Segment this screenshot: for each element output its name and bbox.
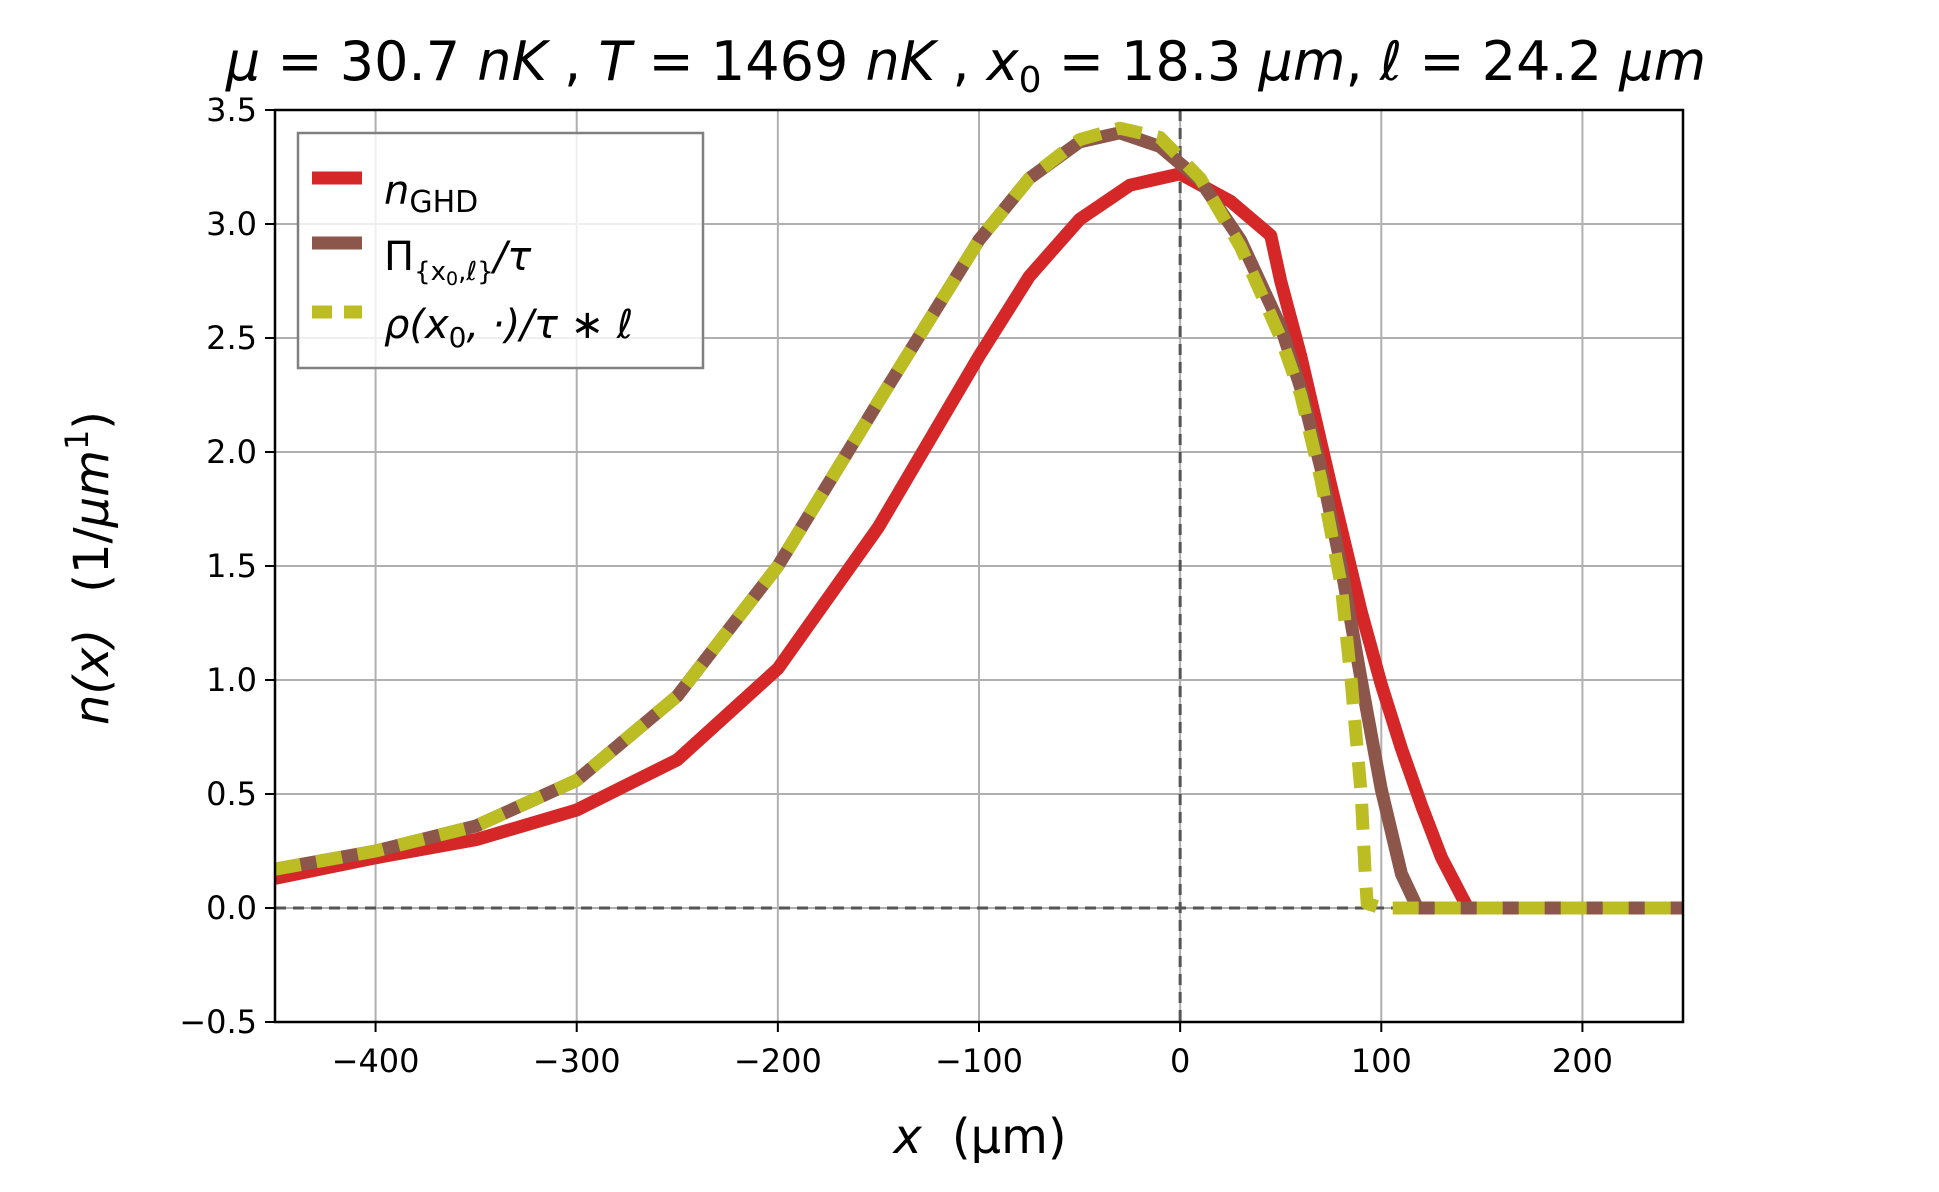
y-tick-label: 2.0	[206, 433, 257, 471]
series-line-n-ghd	[273, 167, 1683, 915]
x-tick-label: 200	[1552, 1042, 1613, 1080]
legend-box	[296, 131, 705, 370]
y-tick-label: 3.5	[206, 91, 257, 129]
y-tick-label: 1.0	[206, 661, 257, 699]
chart-title: μ = 30.7 nK , T = 1469 nK , x0 = 18.3 μm…	[225, 30, 1706, 101]
legend-label-pi: Π{x0,ℓ}/τ	[384, 234, 532, 290]
legend-label-n-ghd: nGHD	[384, 168, 478, 220]
legend-label-rho: ρ(x0, ·)/τ ∗ ℓ	[384, 302, 633, 354]
x-axis-label: x (μm)	[891, 1109, 1066, 1165]
y-tick-label: 1.5	[206, 547, 257, 585]
x-tick-label: −300	[533, 1042, 621, 1080]
x-tick-label: −400	[332, 1042, 420, 1080]
y-tick-label: 2.5	[206, 319, 257, 357]
y-axis-label: n(x)(1/μm1)	[58, 411, 120, 725]
y-tick-label: 0.0	[206, 889, 257, 927]
legend: nGHD Π{x0,ℓ}/τ ρ(x0, ·)/τ ∗ ℓ	[296, 131, 705, 370]
x-tick-label: −200	[734, 1042, 822, 1080]
x-tick-label: −100	[935, 1042, 1023, 1080]
x-tick-label: 0	[1170, 1042, 1190, 1080]
y-tick-label: 3.0	[206, 205, 257, 243]
series-lines	[273, 121, 1683, 915]
x-ticks: −400 −300 −200 −100 0 100 200	[332, 1022, 1613, 1080]
y-ticks: −0.5 0.0 0.5 1.0 1.5 2.0 2.5 3.0 3.5	[179, 91, 275, 1041]
series-line-rho	[273, 121, 1683, 915]
y-tick-label: 0.5	[206, 775, 257, 813]
y-tick-label: −0.5	[179, 1003, 257, 1041]
x-tick-label: 100	[1351, 1042, 1412, 1080]
